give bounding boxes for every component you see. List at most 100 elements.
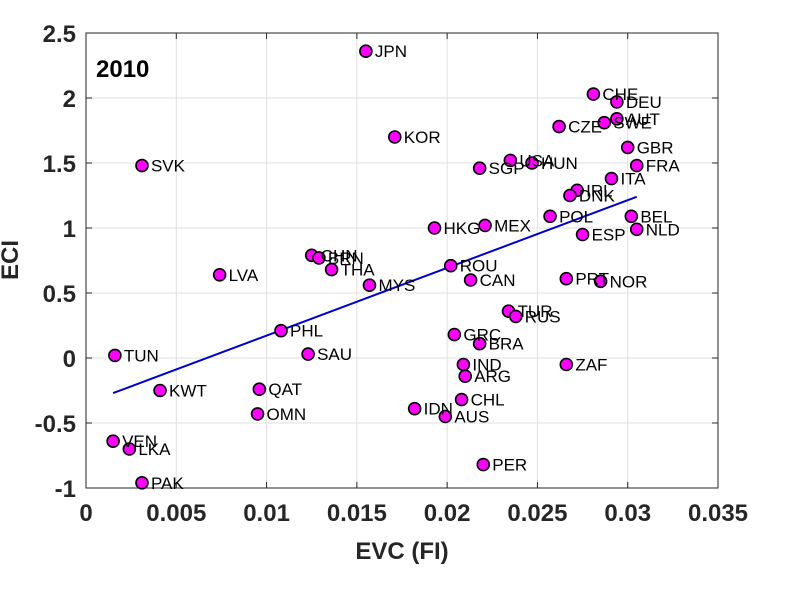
point-label-kor: KOR xyxy=(404,128,441,147)
point-label-ind: IND xyxy=(472,356,501,375)
point-label-zaf: ZAF xyxy=(575,356,607,375)
point-lka xyxy=(122,442,137,456)
x-tick-label: 0 xyxy=(79,500,92,527)
x-tick-label: 0.03 xyxy=(604,500,651,527)
y-tick-label: 1 xyxy=(63,216,76,243)
point-aus xyxy=(438,409,453,424)
regression-fit-line xyxy=(112,195,638,395)
point-arg xyxy=(458,369,473,384)
point-label-nld: NLD xyxy=(646,220,680,239)
point-bra xyxy=(472,336,487,351)
point-label-per: PER xyxy=(492,456,527,475)
point-label-dnk: DNK xyxy=(579,187,616,206)
point-swe xyxy=(597,115,612,130)
point-deu xyxy=(610,95,624,109)
point-label-jpn: JPN xyxy=(375,42,407,61)
point-label-ven: VEN xyxy=(122,432,157,451)
point-kwt xyxy=(153,383,167,398)
point-fra xyxy=(629,158,644,173)
point-label-mex: MEX xyxy=(494,216,531,235)
x-tick-label: 0.02 xyxy=(424,500,471,527)
point-label-fra: FRA xyxy=(646,157,681,176)
point-ita xyxy=(604,171,619,186)
point-label-deu: DEU xyxy=(626,93,662,112)
point-gbr xyxy=(620,140,635,155)
point-sgp xyxy=(472,161,487,175)
point-idn xyxy=(407,401,422,416)
point-qat xyxy=(252,382,267,397)
point-label-hun: HUN xyxy=(541,154,578,173)
point-label-tur: TUR xyxy=(518,302,553,321)
point-dnk xyxy=(563,188,577,203)
point-label-can: CAN xyxy=(480,271,516,290)
y-tick-label: 2 xyxy=(63,86,76,113)
point-che xyxy=(586,87,601,101)
point-label-irl: IRL xyxy=(586,181,612,200)
tick-marks xyxy=(85,32,719,489)
x-tick-label: 0.005 xyxy=(146,500,206,527)
x-tick-label: 0.015 xyxy=(327,500,387,527)
point-esp xyxy=(575,227,590,242)
point-sau xyxy=(301,347,315,361)
point-label-qat: QAT xyxy=(268,380,302,399)
point-label-kwt: KWT xyxy=(169,382,207,401)
point-bel xyxy=(624,209,639,224)
point-label-pak: PAK xyxy=(151,474,184,493)
point-label-bra: BRA xyxy=(489,335,525,354)
x-tick-label: 0.025 xyxy=(507,500,567,527)
y-tick-label: 2.5 xyxy=(43,21,76,48)
point-label-tun: TUN xyxy=(124,346,159,365)
chart-title-year: 2010 xyxy=(96,56,149,83)
point-label-hkg: HKG xyxy=(444,219,481,238)
point-aut xyxy=(610,112,624,126)
y-tick-label: 1.5 xyxy=(43,151,76,178)
point-label-chl: CHL xyxy=(471,391,505,410)
point-phl xyxy=(274,323,288,338)
point-label-rus: RUS xyxy=(525,307,561,326)
point-label-chn: CHN xyxy=(321,246,358,265)
point-can xyxy=(463,273,478,287)
point-label-aus: AUS xyxy=(454,408,489,427)
x-axis-title: EVC (FI) xyxy=(355,538,448,565)
point-ind xyxy=(456,357,471,372)
y-tick-label: 0 xyxy=(63,346,76,373)
plot-area-frame xyxy=(85,32,719,489)
point-label-lka: LKA xyxy=(138,440,171,459)
data-points xyxy=(106,44,644,490)
point-grc xyxy=(447,327,462,342)
point-mys xyxy=(362,278,377,293)
point-label-swe: SWE xyxy=(613,114,652,133)
point-hkg xyxy=(427,221,442,235)
point-tun xyxy=(108,348,122,363)
y-axis-tick-labels: -1 -0.5 0 0.5 1 1.5 2 2.5 xyxy=(35,21,76,503)
point-label-rou: ROU xyxy=(460,257,498,276)
point-ven xyxy=(106,434,120,449)
point-label-bel: BEL xyxy=(640,207,672,226)
point-label-sau: SAU xyxy=(317,345,352,364)
point-tha xyxy=(324,262,339,277)
x-axis-tick-labels: 0 0.005 0.01 0.015 0.02 0.025 0.03 0.035 xyxy=(79,500,748,527)
x-tick-label: 0.035 xyxy=(688,500,748,527)
point-rus xyxy=(508,309,523,324)
point-kor xyxy=(387,130,402,144)
point-prt xyxy=(559,271,574,286)
x-tick-label: 0.01 xyxy=(243,500,290,527)
point-pol xyxy=(543,209,557,224)
point-label-cze: CZE xyxy=(568,118,602,137)
y-tick-label: -0.5 xyxy=(35,411,76,438)
point-label-pol: POL xyxy=(559,207,593,226)
point-nld xyxy=(629,222,644,237)
point-jpn xyxy=(359,44,373,59)
point-label-esp: ESP xyxy=(592,226,626,245)
point-label-aut: AUT xyxy=(626,110,660,129)
point-label-gbr: GBR xyxy=(637,138,674,157)
point-label-nor: NOR xyxy=(610,272,648,291)
point-rou xyxy=(443,258,458,273)
point-omn xyxy=(250,407,265,421)
point-cze xyxy=(552,119,566,134)
point-usa xyxy=(503,153,518,168)
point-label-usa: USA xyxy=(519,151,555,170)
